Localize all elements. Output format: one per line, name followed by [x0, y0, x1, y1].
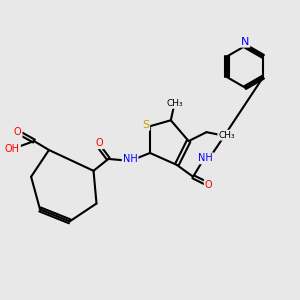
Text: CH₃: CH₃: [167, 99, 184, 108]
Text: O: O: [205, 180, 212, 190]
Text: OH: OH: [5, 143, 20, 154]
Text: S: S: [142, 120, 149, 130]
Text: NH: NH: [198, 153, 213, 163]
Text: N: N: [241, 37, 249, 46]
Text: O: O: [96, 138, 103, 148]
Text: NH: NH: [123, 154, 137, 164]
Text: CH₃: CH₃: [218, 130, 235, 140]
Text: O: O: [14, 127, 22, 137]
